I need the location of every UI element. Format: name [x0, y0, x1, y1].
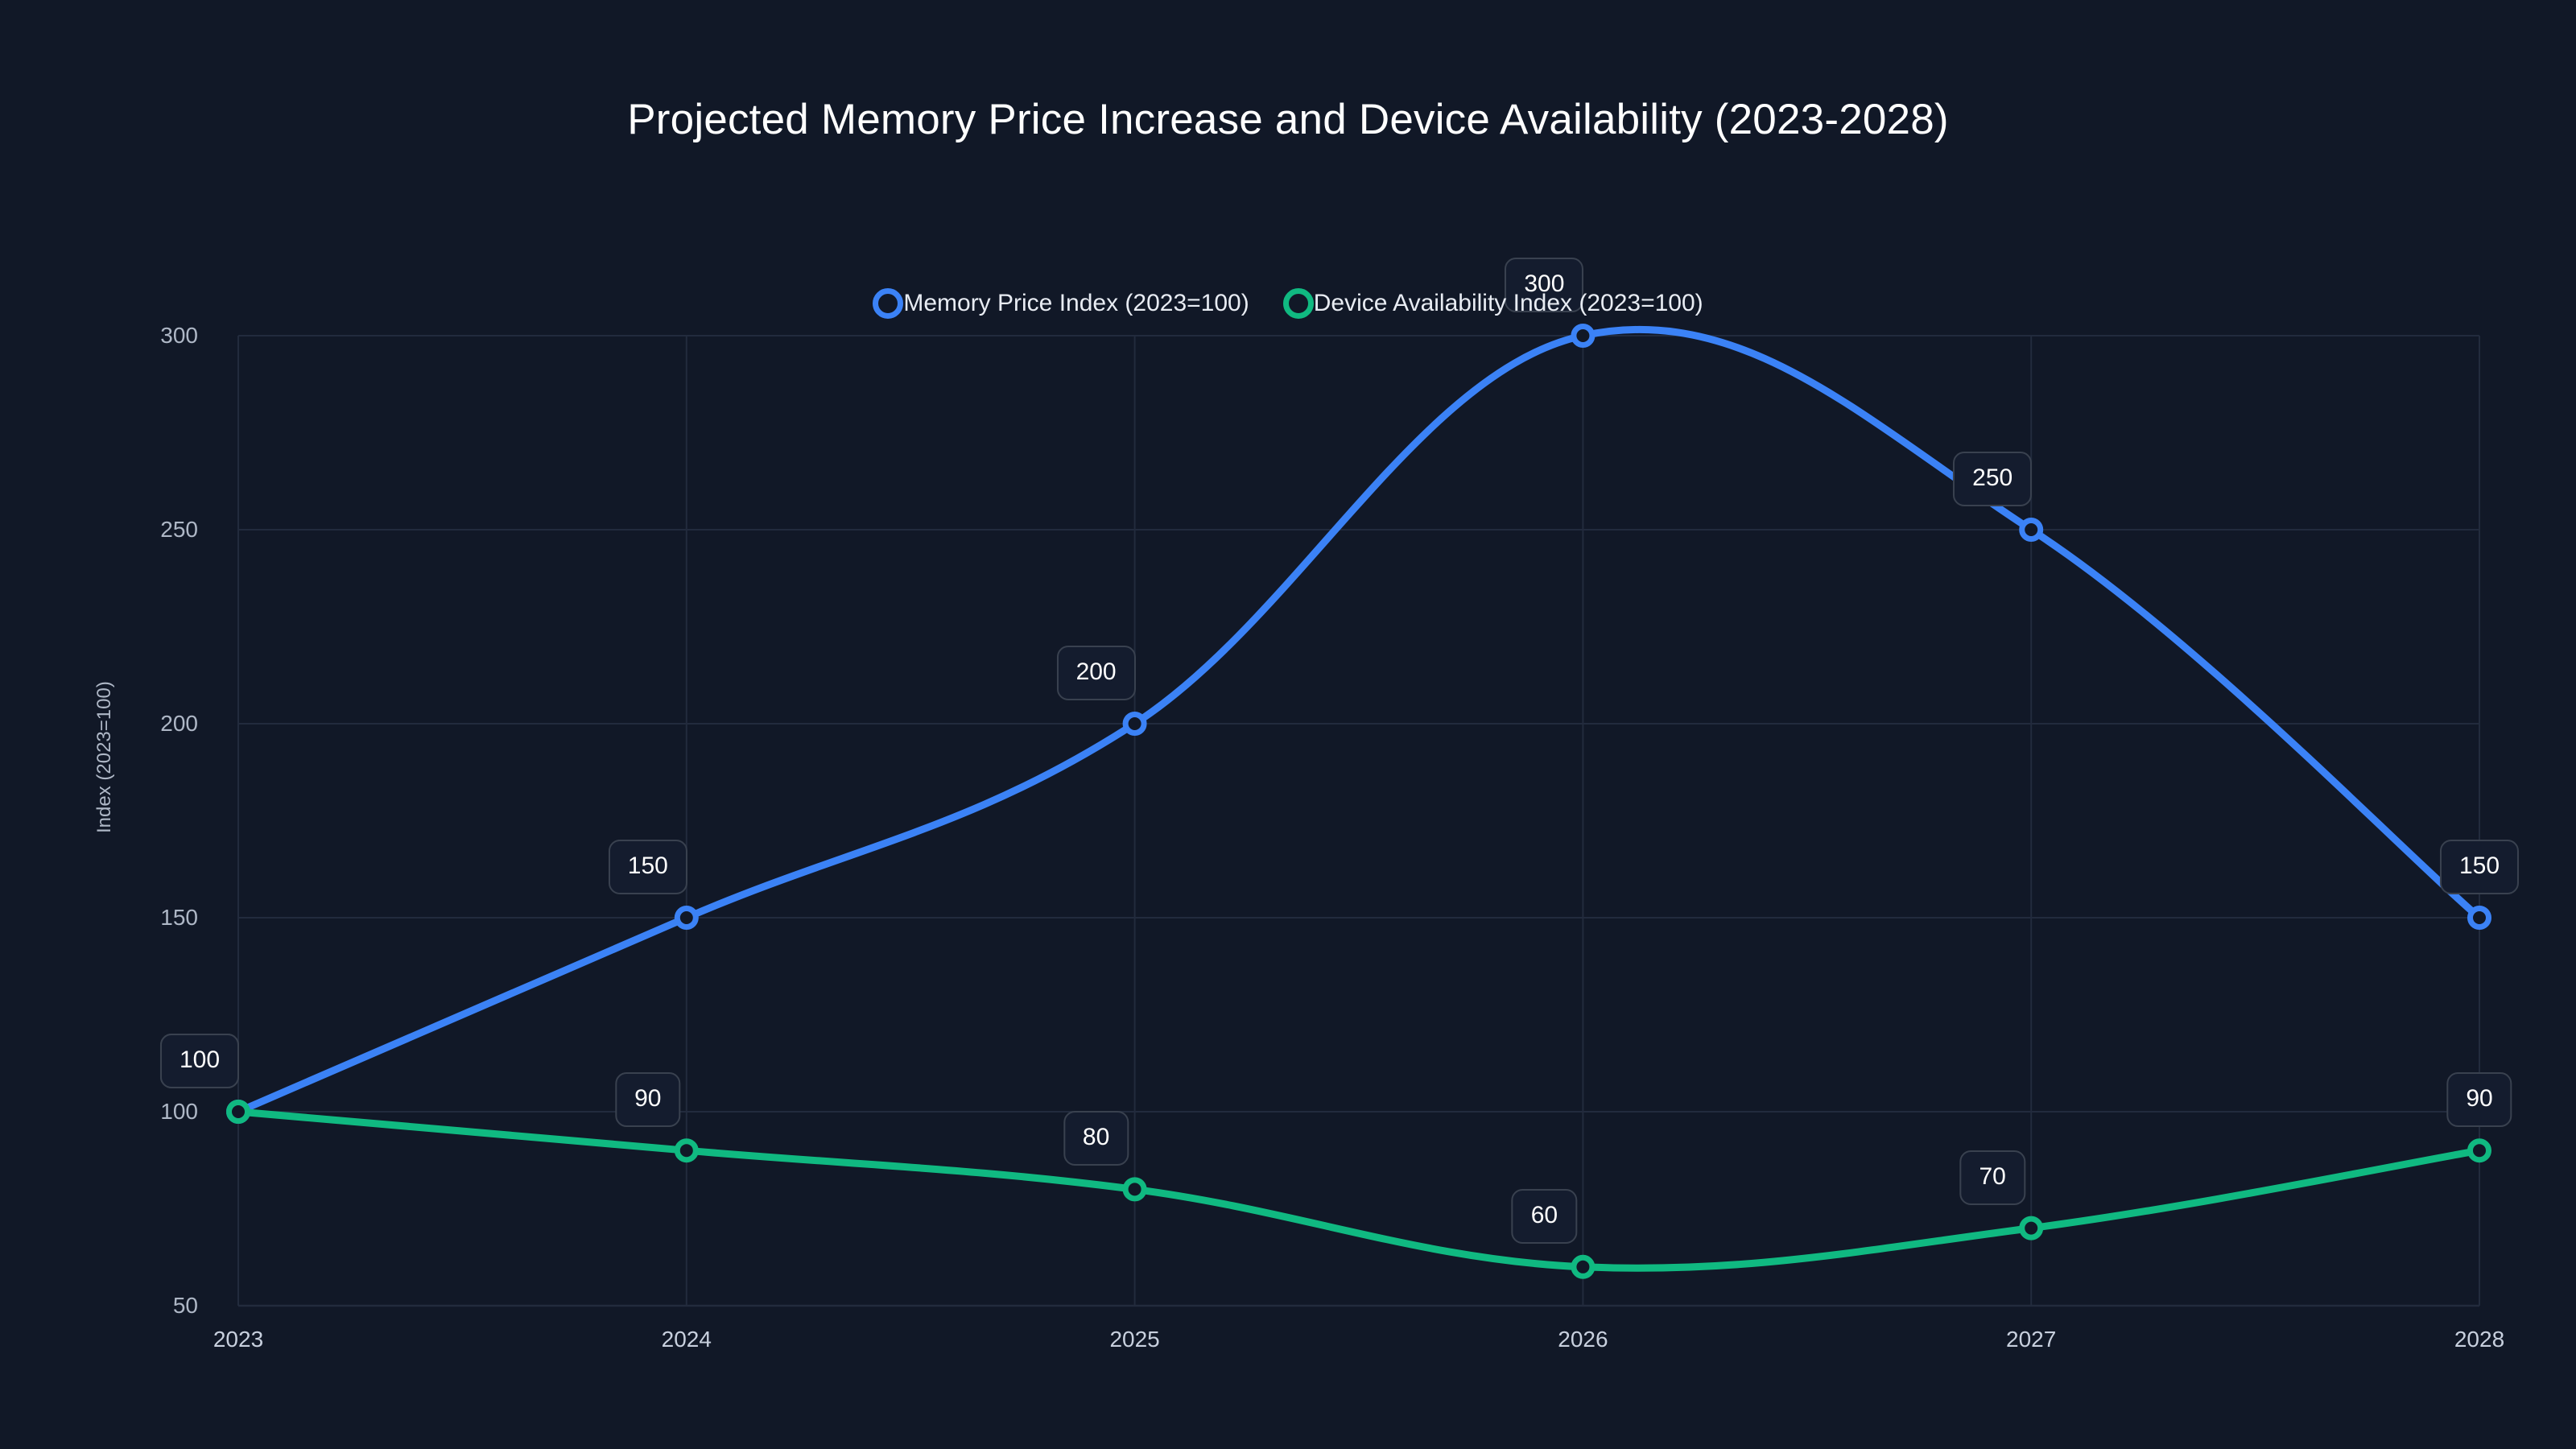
legend-item-label: Memory Price Index (2023=100) [903, 290, 1249, 316]
y-axis-tick-label: 250 [160, 517, 198, 542]
series-markers [226, 324, 2491, 1279]
legend-item-2[interactable]: Device Availability Index (2023=100) [1282, 288, 1703, 319]
data-value-label: 100 [159, 1034, 240, 1088]
data-value-label: 300 [1505, 258, 1584, 312]
data-point-marker[interactable] [2467, 1138, 2491, 1163]
data-point-marker[interactable] [1571, 324, 1596, 348]
chart-title: Projected Memory Price Increase and Devi… [627, 96, 1949, 143]
legend-item-label: Device Availability Index (2023=100) [1313, 290, 1703, 316]
data-point-marker[interactable] [226, 1100, 250, 1124]
data-value-label: 60 [1511, 1188, 1578, 1244]
x-axis-tick-label: 2027 [2006, 1327, 2057, 1352]
data-point-marker[interactable] [2467, 906, 2491, 930]
y-axis-tick-label: 200 [160, 711, 198, 736]
data-point-marker[interactable] [1571, 1254, 1596, 1279]
y-axis-tick-label: 100 [160, 1099, 198, 1124]
data-value-label: 80 [1063, 1111, 1129, 1166]
data-point-marker[interactable] [674, 1138, 699, 1163]
gridlines [237, 335, 2480, 1307]
x-axis-tick-label: 2023 [213, 1327, 264, 1352]
legend-item-1[interactable]: Memory Price Index (2023=100) [873, 288, 1249, 319]
data-point-marker[interactable] [2019, 518, 2044, 542]
series-line-1 [234, 325, 2483, 1116]
x-axis-tick-label: 2024 [661, 1327, 712, 1352]
x-axis-tick-label: 2025 [1109, 1327, 1160, 1352]
data-value-label: 70 [1959, 1150, 2025, 1205]
data-value-label: 90 [2446, 1072, 2512, 1128]
data-value-label: 150 [608, 840, 687, 894]
series-line-2 [234, 1108, 2483, 1272]
data-value-label: 150 [2439, 840, 2520, 894]
data-value-label: 90 [615, 1072, 681, 1128]
ring-marker-icon [873, 288, 904, 319]
y-axis-tick-label: 150 [160, 905, 198, 930]
data-value-label: 250 [1953, 452, 2033, 506]
chart-legend: Memory Price Index (2023=100) Device Avai… [0, 288, 2576, 319]
series-lines [234, 325, 2483, 1272]
data-point-marker[interactable] [2019, 1216, 2044, 1241]
data-point-marker[interactable] [1122, 712, 1147, 736]
y-axis-tick-label: 50 [172, 1293, 198, 1318]
x-axis-tick-label: 2026 [1558, 1327, 1608, 1352]
data-point-marker[interactable] [674, 906, 699, 930]
data-value-label: 200 [1056, 646, 1136, 700]
ring-marker-icon [1282, 288, 1314, 319]
y-axis-tick-label: 300 [160, 323, 198, 348]
y-axis-title: Index (2023=100) [93, 681, 115, 833]
data-point-marker[interactable] [1122, 1177, 1147, 1202]
x-axis-tick-label: 2028 [2454, 1327, 2505, 1352]
